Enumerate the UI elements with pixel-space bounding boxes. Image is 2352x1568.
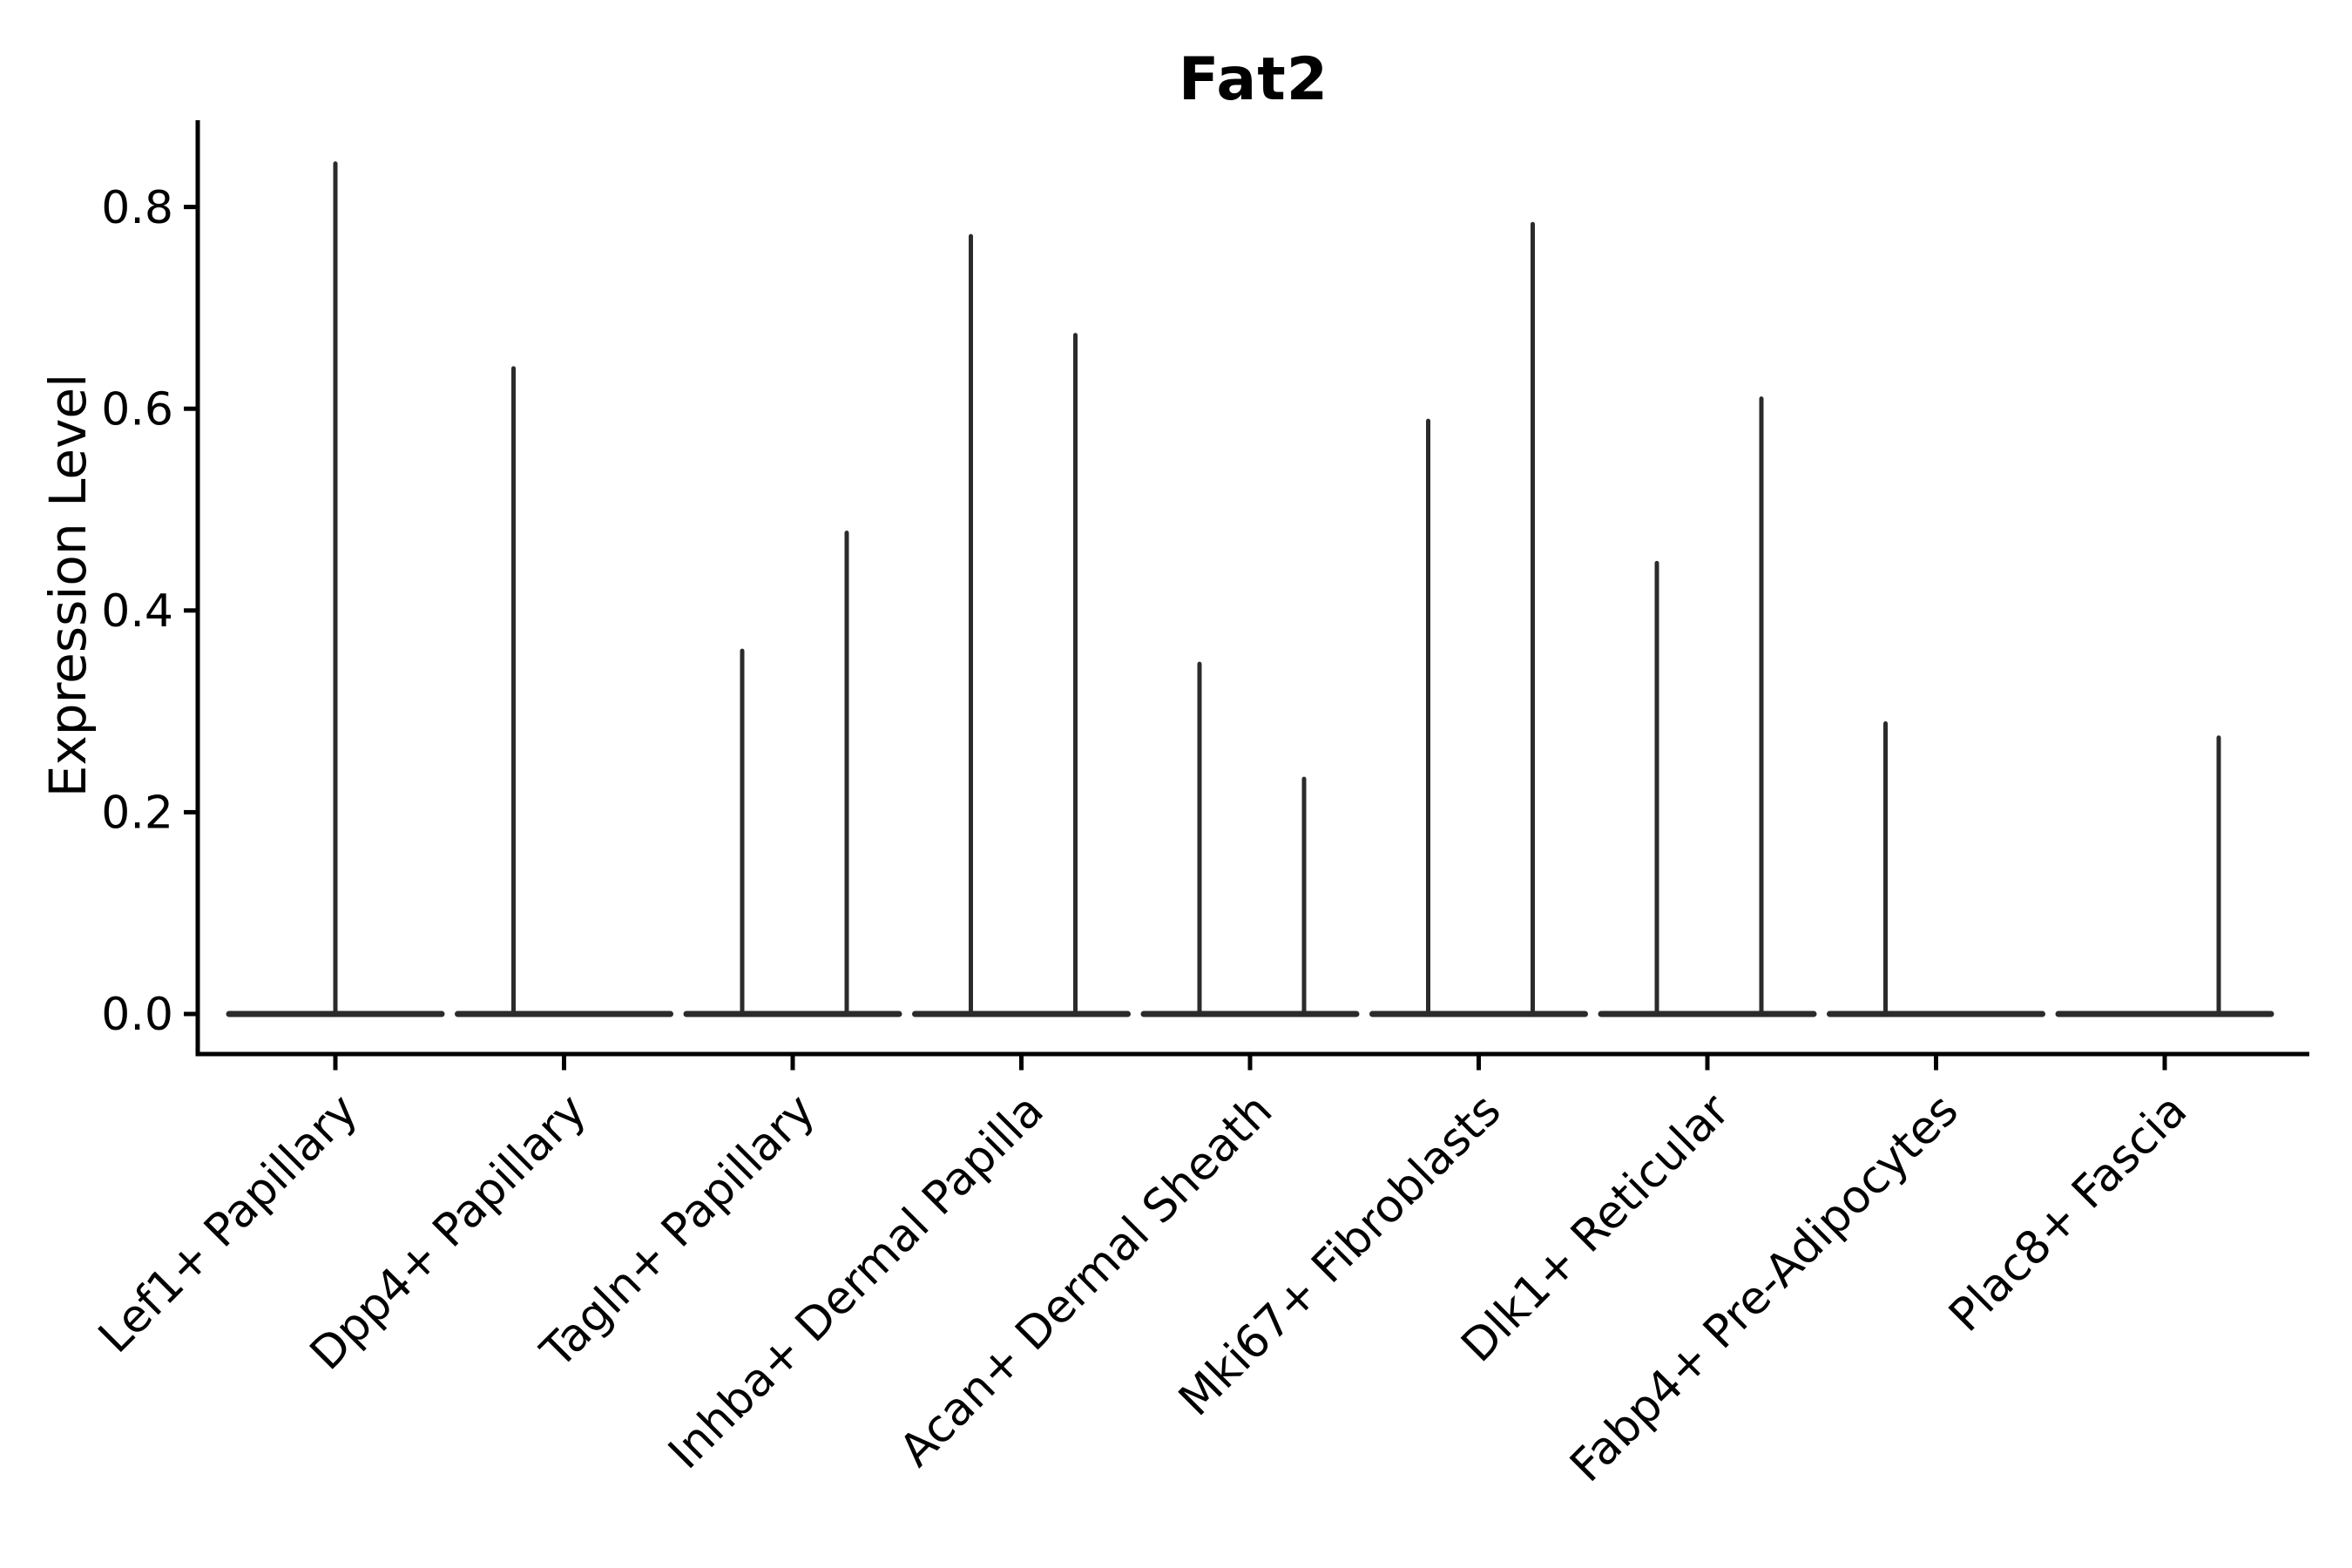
chart-title: Fat2 xyxy=(1178,45,1329,114)
y-tick-label: 0.6 xyxy=(101,383,173,436)
y-tick-label: 0.4 xyxy=(101,585,173,638)
y-tick-label: 0.2 xyxy=(101,787,173,840)
y-tick-label: 0.0 xyxy=(101,989,173,1041)
x-tick-label: Acan+ Dermal Sheath xyxy=(890,1085,1283,1477)
y-tick-label: 0.8 xyxy=(101,182,173,234)
x-tick-label: Plac8+ Fascia xyxy=(1939,1085,2197,1342)
x-tick-label: Fabp4+ Pre-Adipocytes xyxy=(1560,1085,1968,1492)
x-tick-label: Inhba+ Dermal Papilla xyxy=(659,1085,1053,1479)
